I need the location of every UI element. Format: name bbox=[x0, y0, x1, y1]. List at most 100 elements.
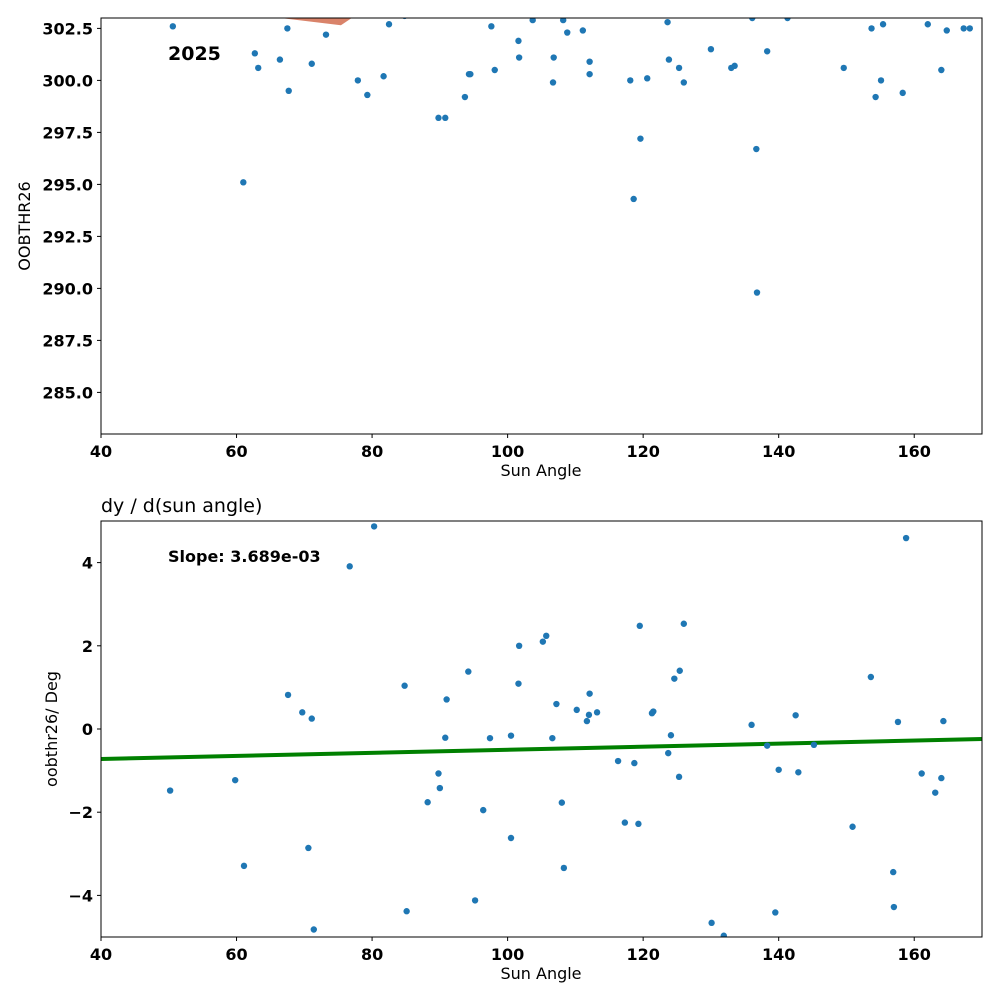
x-axis-label: Sun Angle bbox=[500, 461, 581, 480]
data-point bbox=[364, 91, 371, 99]
data-point bbox=[461, 93, 469, 101]
data-point bbox=[276, 56, 284, 63]
data-point bbox=[435, 114, 442, 122]
data-point bbox=[515, 54, 523, 61]
data-point bbox=[676, 667, 683, 674]
data-point bbox=[630, 195, 637, 203]
data-point bbox=[310, 926, 317, 933]
data-point bbox=[614, 757, 622, 765]
data-point bbox=[549, 734, 556, 742]
x-axis-label: Sun Angle bbox=[500, 964, 581, 983]
x-tick-label: 160 bbox=[898, 945, 931, 964]
data-point bbox=[810, 741, 818, 749]
data-point bbox=[902, 534, 910, 542]
data-point bbox=[354, 77, 362, 84]
data-point bbox=[867, 673, 875, 681]
data-point bbox=[553, 700, 560, 708]
data-point bbox=[308, 60, 315, 67]
y-tick-label: 2 bbox=[82, 637, 93, 656]
x-tick-label: 140 bbox=[762, 442, 795, 461]
y-tick-label: −2 bbox=[68, 803, 93, 822]
data-point bbox=[443, 696, 450, 703]
data-point bbox=[894, 718, 902, 726]
data-point bbox=[308, 715, 315, 722]
y-tick-label: 292.5 bbox=[42, 227, 93, 246]
plot-frame bbox=[100, 17, 983, 435]
data-point bbox=[748, 721, 755, 729]
data-point bbox=[486, 734, 494, 742]
data-point bbox=[515, 642, 523, 649]
y-tick-label: 300.0 bbox=[42, 71, 93, 90]
y-axis-label: oobthr26/ Deg bbox=[42, 671, 61, 787]
overlay-shape bbox=[280, 18, 352, 26]
data-point bbox=[550, 54, 557, 61]
data-point bbox=[960, 25, 967, 32]
data-point bbox=[370, 523, 378, 530]
data-point bbox=[507, 732, 515, 739]
data-point bbox=[890, 868, 897, 876]
data-point bbox=[529, 18, 536, 24]
data-point bbox=[631, 759, 638, 767]
bottom-scatter-panel: dy / d(sun angle) 40 60 80 100 120 140 160−4−2… bbox=[42, 495, 983, 983]
data-point bbox=[680, 620, 688, 627]
data-point bbox=[664, 18, 671, 26]
x-tick-label: 140 bbox=[762, 945, 795, 964]
data-point bbox=[966, 25, 974, 32]
data-point bbox=[559, 18, 567, 24]
data-point bbox=[868, 25, 875, 32]
data-point bbox=[169, 23, 177, 30]
data-point bbox=[424, 799, 431, 806]
data-point bbox=[932, 789, 939, 796]
x-tick-label: 80 bbox=[361, 442, 383, 461]
data-point bbox=[251, 50, 259, 57]
y-tick-label: 0 bbox=[82, 720, 93, 739]
data-point bbox=[918, 770, 925, 777]
data-point bbox=[650, 708, 657, 715]
data-point bbox=[938, 774, 945, 782]
data-point bbox=[772, 909, 779, 916]
chart-title: dy / d(sun angle) bbox=[101, 495, 262, 517]
data-point bbox=[636, 622, 643, 630]
data-point bbox=[665, 749, 672, 757]
data-point bbox=[708, 919, 715, 927]
data-point bbox=[627, 77, 634, 84]
data-point bbox=[305, 844, 312, 852]
data-point bbox=[924, 21, 931, 28]
data-point bbox=[671, 675, 678, 682]
data-point bbox=[403, 908, 410, 915]
data-point bbox=[507, 834, 515, 842]
data-point bbox=[442, 114, 449, 122]
data-point bbox=[795, 769, 802, 776]
data-point bbox=[940, 717, 947, 725]
data-point bbox=[558, 799, 566, 806]
data-point bbox=[585, 711, 593, 719]
data-point bbox=[749, 18, 756, 22]
data-point bbox=[680, 79, 688, 86]
plot-frame bbox=[100, 520, 983, 938]
y-tick-label: 285.0 bbox=[42, 383, 93, 402]
x-tick-label: 60 bbox=[225, 945, 247, 964]
year-annotation: 2025 bbox=[168, 43, 221, 65]
data-point bbox=[675, 64, 683, 72]
data-point bbox=[467, 70, 474, 78]
data-point bbox=[543, 632, 550, 640]
axis-ticks: 40 60 80 100 120 140 160 285.0 287.5 290.0 292.5 29… bbox=[42, 19, 931, 461]
x-tick-label: 80 bbox=[361, 945, 383, 964]
x-tick-label: 60 bbox=[225, 442, 247, 461]
data-point bbox=[731, 62, 738, 70]
data-point bbox=[401, 682, 408, 689]
data-point bbox=[560, 864, 568, 872]
x-tick-label: 40 bbox=[90, 945, 112, 964]
plot-area bbox=[101, 521, 982, 937]
data-point bbox=[667, 732, 675, 739]
data-point bbox=[299, 709, 306, 716]
data-point bbox=[763, 48, 771, 55]
x-tick-label: 120 bbox=[626, 945, 659, 964]
data-point bbox=[938, 66, 945, 74]
data-point bbox=[784, 18, 791, 22]
data-point bbox=[380, 73, 387, 80]
data-point bbox=[231, 776, 239, 784]
data-point bbox=[621, 819, 629, 826]
y-tick-label: −4 bbox=[68, 886, 93, 905]
data-point bbox=[792, 712, 799, 719]
